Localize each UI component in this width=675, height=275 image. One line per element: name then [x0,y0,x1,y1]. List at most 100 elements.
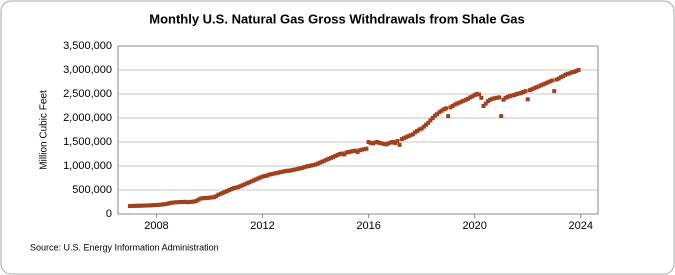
data-point [178,200,183,204]
data-point [271,171,276,176]
data-point [492,96,497,101]
data-point [430,116,435,120]
data-point [474,92,479,96]
data-point [368,140,373,145]
data-point [379,141,384,146]
data-point [313,162,318,167]
data-point [574,68,579,73]
data-point [240,183,245,188]
data-point [192,199,197,204]
data-point [320,159,325,164]
data-point [253,177,258,182]
data-point [408,133,413,138]
data-point [158,202,163,207]
data-point [461,98,466,103]
data-point [227,188,232,192]
data-point [262,174,267,179]
data-point [508,93,513,98]
data-point [459,99,464,104]
data-point [501,97,506,102]
data-point [366,140,371,144]
data-point [174,200,179,205]
data-point [569,70,574,75]
data-point [295,166,300,171]
data-point [466,96,471,101]
x-tick-label: 2012 [250,220,274,232]
data-point [565,71,570,76]
data-point [556,76,561,81]
data-point [335,152,340,157]
data-point [172,200,177,205]
data-point [415,128,420,133]
data-point [324,157,329,162]
data-point [150,203,155,208]
data-point [267,172,272,177]
data-point [329,155,334,160]
data-point [136,203,141,208]
data-point [472,92,477,97]
data-point [143,203,148,208]
data-point [572,69,577,74]
data-point [333,153,338,158]
data-point [331,154,336,159]
data-point [189,199,194,204]
data-point [439,108,444,113]
data-point [490,96,495,101]
data-point [300,165,305,170]
data-point [488,97,493,102]
data-point [340,151,345,156]
data-point [552,89,557,94]
data-point [406,134,411,139]
data-point [269,172,274,177]
x-tick-label: 2020 [462,220,486,232]
data-point [216,192,221,197]
data-point [477,92,482,97]
data-point [176,200,181,205]
data-point [468,95,473,100]
y-tick-label: 2,000,000 [63,112,112,124]
data-point [194,199,199,204]
data-point [251,178,256,183]
data-point [154,202,159,207]
data-point [183,199,188,204]
data-point [510,93,515,98]
data-point [130,203,135,208]
data-point [211,195,216,200]
data-point [386,141,391,146]
data-point [547,79,552,84]
data-point [514,92,519,96]
data-point [421,124,426,129]
data-point [127,204,132,209]
data-point [426,120,431,125]
data-point [169,200,174,205]
data-point [200,196,205,201]
data-point [282,169,287,174]
data-point [417,127,422,132]
data-point [373,140,378,145]
data-point [165,201,170,206]
data-point [198,196,203,201]
data-point [364,146,369,151]
data-point [152,203,157,208]
data-point [225,188,230,193]
data-point [485,99,490,104]
data-point [280,169,285,174]
data-point [413,130,418,135]
data-point [375,140,380,144]
data-point [512,92,517,97]
data-point [545,80,550,85]
data-point [534,85,539,90]
data-point [395,139,400,144]
data-point [441,107,446,112]
data-point [218,191,223,196]
plot-border [117,45,599,215]
data-point [326,156,331,161]
data-point [432,113,437,118]
data-point [302,164,307,169]
data-point [516,91,521,96]
data-point [538,83,543,88]
data-point [167,201,172,206]
data-point [180,200,185,204]
data-point [452,102,457,107]
